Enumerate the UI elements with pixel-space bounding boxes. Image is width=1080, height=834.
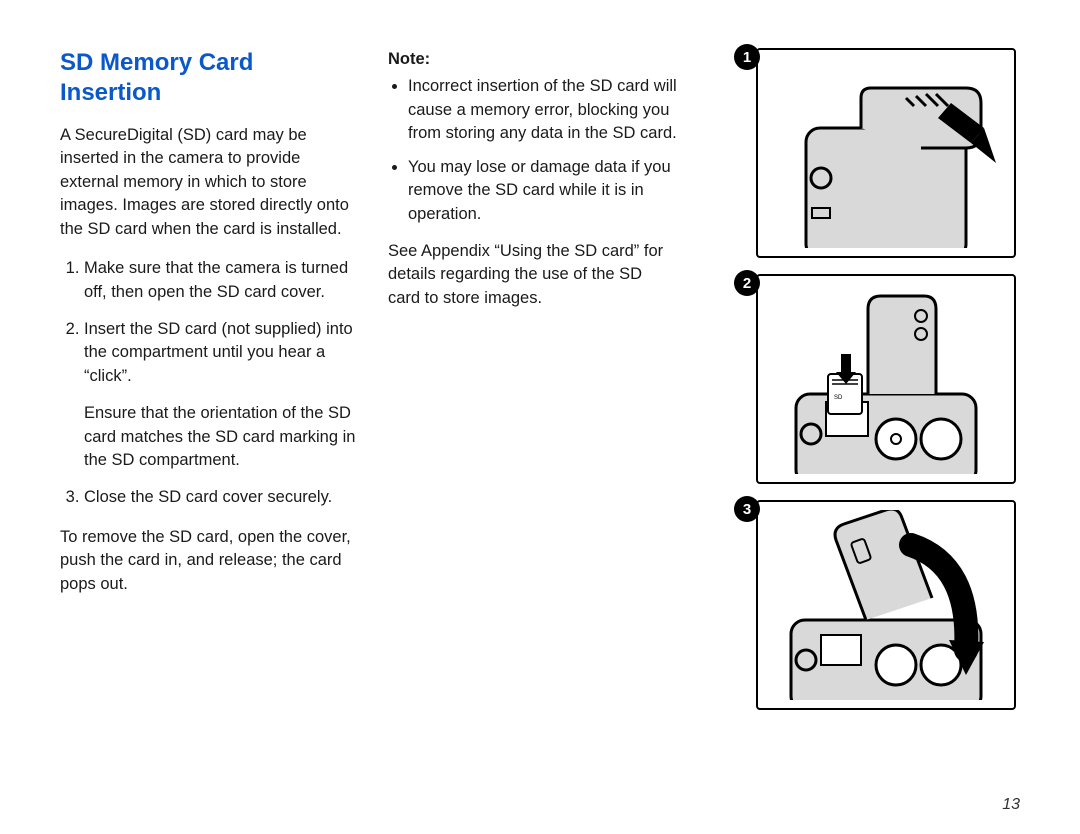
column-middle: Note: Incorrect insertion of the SD card…: [388, 48, 678, 788]
steps-list: Make sure that the camera is turned off,…: [60, 257, 360, 510]
step-sub: Ensure that the orientation of the SD ca…: [84, 402, 360, 472]
note-item: Incorrect insertion of the SD card will …: [408, 75, 678, 145]
column-figures: 1: [706, 48, 1016, 788]
note-label: Note:: [388, 48, 678, 71]
figure-number-badge: 3: [734, 496, 760, 522]
step-text: Insert the SD card (not supplied) into t…: [84, 320, 353, 385]
figure-3: 3: [756, 500, 1016, 710]
note-item: You may lose or damage data if you remov…: [408, 156, 678, 226]
section-title: SD Memory Card Insertion: [60, 48, 360, 108]
svg-text:SD: SD: [834, 395, 843, 401]
column-left: SD Memory Card Insertion A SecureDigital…: [60, 48, 360, 788]
figure-number-badge: 1: [734, 44, 760, 70]
figure-2: 2: [756, 274, 1016, 484]
step-text: Close the SD card cover securely.: [84, 488, 332, 506]
step-text: Make sure that the camera is turned off,…: [84, 259, 348, 300]
appendix-paragraph: See Appendix “Using the SD card” for det…: [388, 240, 678, 310]
page-number: 13: [1002, 796, 1020, 814]
step-2: Insert the SD card (not supplied) into t…: [84, 318, 360, 473]
figure-1: 1: [756, 48, 1016, 258]
intro-paragraph: A SecureDigital (SD) card may be inserte…: [60, 124, 360, 241]
camera-illustration-2-icon: SD: [766, 284, 1006, 474]
remove-paragraph: To remove the SD card, open the cover, p…: [60, 526, 360, 596]
figure-box: SD: [756, 274, 1016, 484]
step-3: Close the SD card cover securely.: [84, 486, 360, 509]
camera-illustration-3-icon: [766, 510, 1006, 700]
figure-box: [756, 500, 1016, 710]
figure-number-badge: 2: [734, 270, 760, 296]
step-1: Make sure that the camera is turned off,…: [84, 257, 360, 304]
figure-box: [756, 48, 1016, 258]
notes-list: Incorrect insertion of the SD card will …: [388, 75, 678, 226]
camera-illustration-1-icon: [766, 58, 1006, 248]
manual-page: SD Memory Card Insertion A SecureDigital…: [60, 48, 1020, 788]
